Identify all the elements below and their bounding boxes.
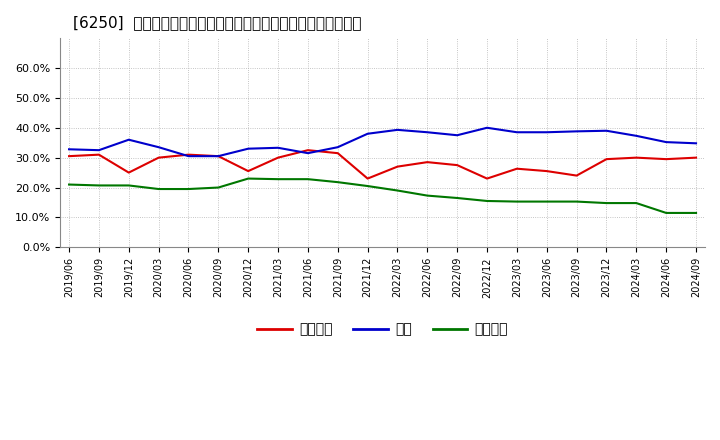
在庫 — [274, 145, 282, 150]
Legend: 売上債権, 在庫, 買入債務: 売上債権, 在庫, 買入債務 — [252, 317, 513, 342]
Text: [6250]  売上債権、在庫、買入債務の総資産に対する比率の推移: [6250] 売上債権、在庫、買入債務の総資産に対する比率の推移 — [73, 15, 361, 30]
在庫 — [65, 147, 73, 152]
在庫 — [333, 145, 342, 150]
在庫 — [393, 127, 402, 132]
買入債務 — [214, 185, 222, 190]
買入債務 — [94, 183, 103, 188]
買入債務 — [662, 210, 670, 216]
在庫 — [94, 147, 103, 153]
買入債務 — [333, 180, 342, 185]
在庫 — [125, 137, 133, 143]
在庫 — [304, 150, 312, 156]
在庫 — [423, 130, 432, 135]
在庫 — [662, 139, 670, 145]
売上債権 — [125, 170, 133, 175]
在庫 — [364, 131, 372, 136]
在庫 — [154, 145, 163, 150]
買入債務 — [125, 183, 133, 188]
売上債権 — [214, 154, 222, 159]
売上債権 — [333, 150, 342, 156]
在庫 — [184, 154, 193, 159]
売上債権 — [184, 152, 193, 158]
売上債権 — [482, 176, 491, 181]
買入債務 — [393, 188, 402, 193]
売上債権 — [244, 169, 253, 174]
買入債務 — [65, 182, 73, 187]
在庫 — [632, 133, 641, 139]
買入債務 — [184, 187, 193, 192]
在庫 — [572, 129, 581, 134]
売上債権 — [304, 147, 312, 153]
在庫 — [602, 128, 611, 133]
Line: 在庫: 在庫 — [69, 128, 696, 156]
Line: 買入債務: 買入債務 — [69, 179, 696, 213]
在庫 — [692, 141, 701, 146]
売上債権 — [572, 173, 581, 178]
売上債権 — [453, 162, 462, 168]
在庫 — [542, 130, 551, 135]
買入債務 — [304, 176, 312, 182]
買入債務 — [542, 199, 551, 204]
売上債権 — [423, 159, 432, 165]
在庫 — [214, 154, 222, 159]
在庫 — [513, 130, 521, 135]
買入債務 — [244, 176, 253, 181]
売上債権 — [662, 157, 670, 162]
買入債務 — [572, 199, 581, 204]
売上債権 — [632, 155, 641, 160]
売上債権 — [513, 166, 521, 171]
買入債務 — [423, 193, 432, 198]
在庫 — [244, 146, 253, 151]
Line: 売上債権: 売上債権 — [69, 150, 696, 179]
売上債権 — [602, 157, 611, 162]
売上債権 — [542, 169, 551, 174]
在庫 — [482, 125, 491, 130]
在庫 — [453, 132, 462, 138]
売上債権 — [692, 155, 701, 160]
売上債権 — [393, 164, 402, 169]
売上債権 — [94, 152, 103, 158]
買入債務 — [154, 187, 163, 192]
売上債権 — [274, 155, 282, 160]
売上債権 — [154, 155, 163, 160]
売上債権 — [364, 176, 372, 181]
買入債務 — [482, 198, 491, 204]
買入債務 — [453, 195, 462, 201]
売上債権 — [65, 154, 73, 159]
買入債務 — [513, 199, 521, 204]
買入債務 — [692, 210, 701, 216]
買入債務 — [632, 201, 641, 206]
買入債務 — [364, 183, 372, 189]
買入債務 — [274, 176, 282, 182]
買入債務 — [602, 201, 611, 206]
